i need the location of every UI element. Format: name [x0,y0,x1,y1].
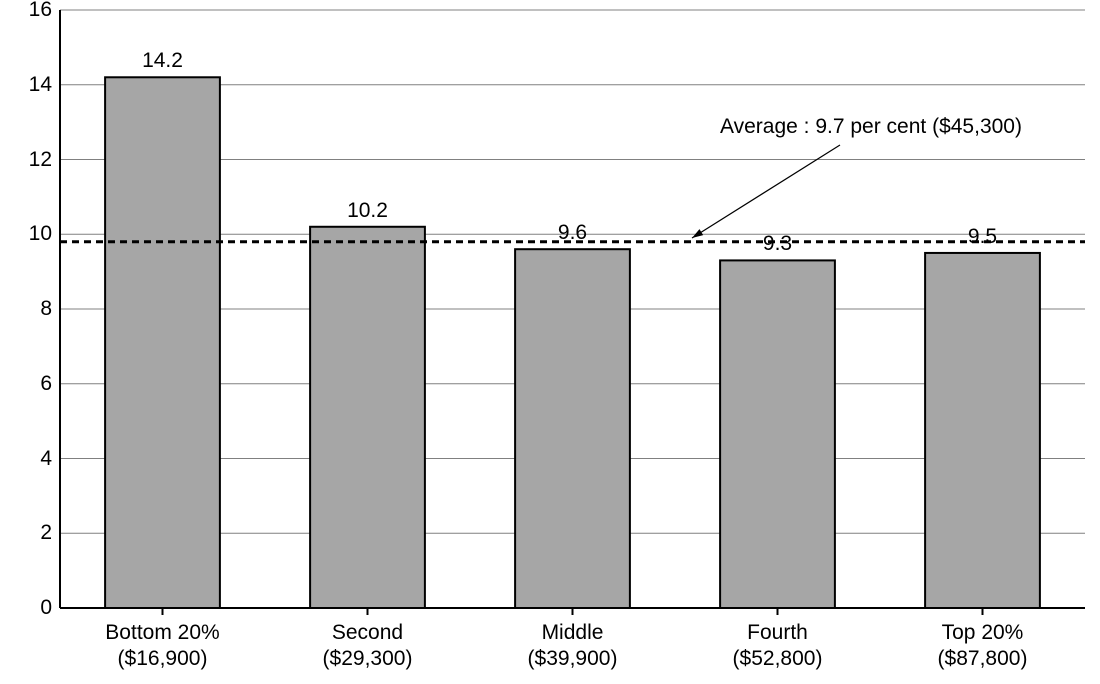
x-tick-label-line1: Bottom 20% [105,620,219,646]
x-tick-label-line1: Fourth [733,620,823,646]
x-tick-label-line2: ($39,900) [528,646,618,672]
x-tick-label-line1: Top 20% [938,620,1028,646]
y-tick-label: 16 [29,0,52,22]
annotation-arrow-head [692,229,703,238]
bar-chart: 0 2 4 6 8 10 12 14 16 14.2 Bottom 20%($16,900) 10.2… [0,0,1100,679]
x-tick-label: Second($29,300) [323,620,413,673]
bar [310,227,425,608]
x-tick-label-line2: ($29,300) [323,646,413,672]
x-tick-label-line2: ($87,800) [938,646,1028,672]
y-tick-label: 12 [29,148,52,172]
chart-svg [0,0,1100,679]
x-tick-label-line2: ($16,900) [105,646,219,672]
x-tick-label: Top 20%($87,800) [938,620,1028,673]
y-tick-label: 8 [40,297,52,321]
y-tick-label: 10 [29,222,52,246]
x-tick-label: Fourth($52,800) [733,620,823,673]
x-tick-label-line2: ($52,800) [733,646,823,672]
bar-value-label: 10.2 [347,199,388,223]
bar [925,253,1040,608]
bar [720,260,835,608]
bar-value-label: 9.6 [558,221,587,245]
y-tick-label: 2 [40,521,52,545]
y-tick-label: 4 [40,447,52,471]
y-tick-label: 6 [40,372,52,396]
x-tick-label-line1: Middle [528,620,618,646]
bar-value-label: 9.3 [763,232,792,256]
y-tick-label: 14 [29,73,52,97]
bar [105,77,220,608]
bar [515,249,630,608]
x-tick-label: Middle($39,900) [528,620,618,673]
bar-value-label: 9.5 [968,225,997,249]
average-annotation-label: Average : 9.7 per cent ($45,300) [720,115,1022,139]
annotation-arrow-line [692,145,840,238]
bar-value-label: 14.2 [142,49,183,73]
y-tick-label: 0 [40,596,52,620]
x-tick-label-line1: Second [323,620,413,646]
x-tick-label: Bottom 20%($16,900) [105,620,219,673]
